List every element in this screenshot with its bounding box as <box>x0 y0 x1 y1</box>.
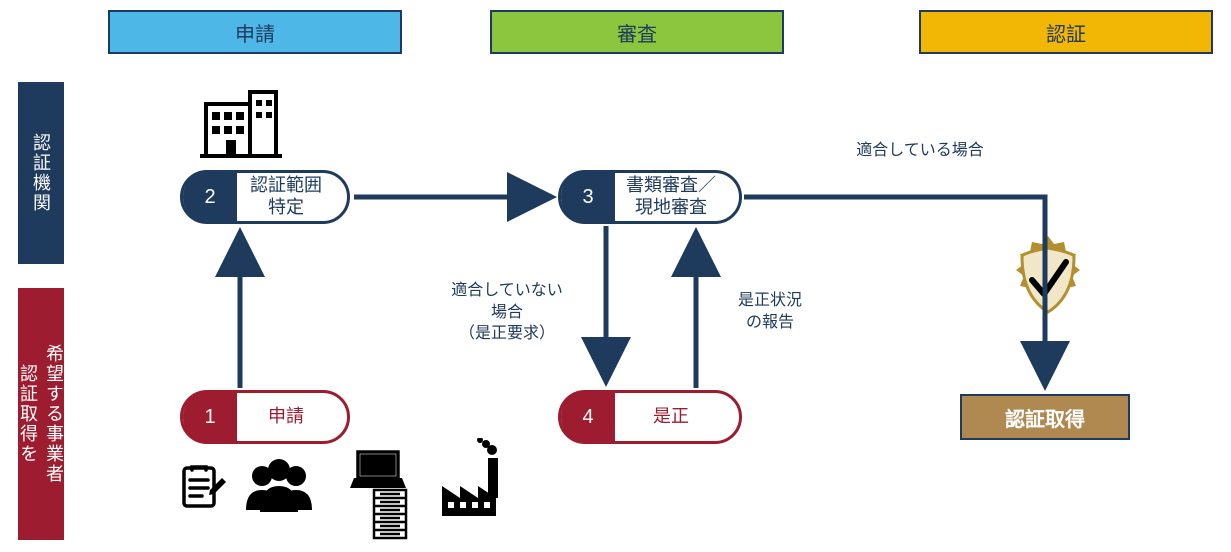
node-3-label: 書類審査／現地審査 <box>615 175 739 218</box>
factory-icon <box>436 438 512 523</box>
shield-check-icon <box>1002 230 1094 345</box>
node-4-correct: 4 是正 <box>558 390 742 444</box>
node-4-num: 4 <box>561 390 615 444</box>
phase-review-label: 審査 <box>617 18 657 47</box>
lane-cert-body-label: 認証機関 <box>28 133 54 213</box>
node-2-scope: 2 認証範囲特定 <box>180 170 350 224</box>
phase-certification: 認証 <box>919 10 1213 54</box>
server-rack-icon <box>370 488 410 545</box>
arrow-label-conform: 適合している場合 <box>830 140 1010 162</box>
result-certified: 認証取得 <box>960 394 1130 440</box>
result-certified-label: 認証取得 <box>1005 403 1085 432</box>
arrow-label-report: 是正状況の報告 <box>720 290 820 333</box>
building-icon <box>198 86 284 169</box>
node-1-label: 申請 <box>237 406 347 428</box>
lane-applicant: 認証取得を 希望する事業者 <box>18 288 64 540</box>
clipboard-icon <box>176 460 228 517</box>
phase-review: 審査 <box>490 10 784 54</box>
node-3-num: 3 <box>561 170 615 224</box>
lane-applicant-line2: 希望する事業者 <box>41 344 67 484</box>
arrow-label-nonconform: 適合していない場合（是正要求） <box>432 280 582 345</box>
node-1-apply: 1 申請 <box>180 390 350 444</box>
phase-certification-label: 認証 <box>1046 18 1086 47</box>
node-1-num: 1 <box>183 390 237 444</box>
node-2-label: 認証範囲特定 <box>237 175 347 218</box>
node-3-audit: 3 書類審査／現地審査 <box>558 170 742 224</box>
phase-application: 申請 <box>108 10 402 54</box>
node-2-num: 2 <box>183 170 237 224</box>
lane-applicant-line1: 認証取得を <box>15 364 41 464</box>
phase-application-label: 申請 <box>235 18 275 47</box>
people-icon <box>236 454 322 525</box>
node-4-label: 是正 <box>615 406 739 428</box>
lane-cert-body: 認証機関 <box>18 82 64 264</box>
